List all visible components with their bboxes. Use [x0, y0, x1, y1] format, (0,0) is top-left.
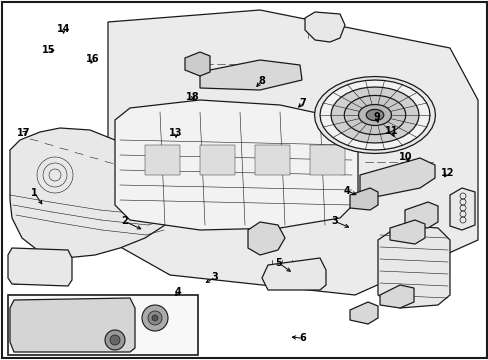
Polygon shape: [359, 158, 434, 200]
Text: 4: 4: [175, 287, 182, 297]
Polygon shape: [389, 220, 424, 244]
Circle shape: [105, 330, 125, 350]
Text: 13: 13: [169, 128, 183, 138]
Text: 3: 3: [331, 216, 338, 226]
Text: 14: 14: [57, 24, 70, 34]
Text: 2: 2: [121, 216, 128, 226]
Text: 3: 3: [211, 272, 218, 282]
Text: 1: 1: [31, 188, 38, 198]
Polygon shape: [314, 77, 435, 153]
Text: 8: 8: [258, 76, 264, 86]
Polygon shape: [8, 248, 72, 286]
Circle shape: [110, 335, 120, 345]
Text: 15: 15: [42, 45, 56, 55]
Polygon shape: [10, 128, 175, 258]
Polygon shape: [145, 145, 180, 175]
Polygon shape: [358, 104, 391, 126]
Text: 7: 7: [299, 98, 306, 108]
Polygon shape: [449, 188, 474, 230]
Text: 11: 11: [384, 126, 397, 136]
Polygon shape: [344, 95, 405, 135]
Text: 10: 10: [398, 152, 412, 162]
Polygon shape: [404, 202, 437, 228]
Polygon shape: [10, 298, 135, 352]
Text: 17: 17: [17, 128, 30, 138]
Polygon shape: [330, 87, 418, 143]
Polygon shape: [366, 109, 383, 121]
Polygon shape: [349, 188, 377, 210]
Polygon shape: [108, 10, 477, 295]
Polygon shape: [200, 60, 302, 90]
Circle shape: [148, 311, 162, 325]
Polygon shape: [305, 12, 345, 42]
Text: 12: 12: [440, 168, 453, 178]
Polygon shape: [262, 258, 325, 290]
Polygon shape: [379, 285, 413, 308]
Circle shape: [142, 305, 168, 331]
Polygon shape: [377, 225, 449, 308]
Polygon shape: [319, 80, 429, 150]
Text: 9: 9: [372, 112, 379, 122]
Polygon shape: [115, 100, 357, 230]
Text: 5: 5: [275, 258, 282, 268]
Polygon shape: [309, 145, 345, 175]
Polygon shape: [254, 145, 289, 175]
Polygon shape: [200, 145, 235, 175]
Text: 6: 6: [299, 333, 306, 343]
Circle shape: [152, 315, 158, 321]
Polygon shape: [349, 302, 377, 324]
FancyBboxPatch shape: [8, 295, 198, 355]
Text: 16: 16: [86, 54, 100, 64]
Polygon shape: [184, 52, 209, 76]
Text: 18: 18: [186, 92, 200, 102]
Polygon shape: [247, 222, 285, 255]
Text: 4: 4: [343, 186, 350, 196]
